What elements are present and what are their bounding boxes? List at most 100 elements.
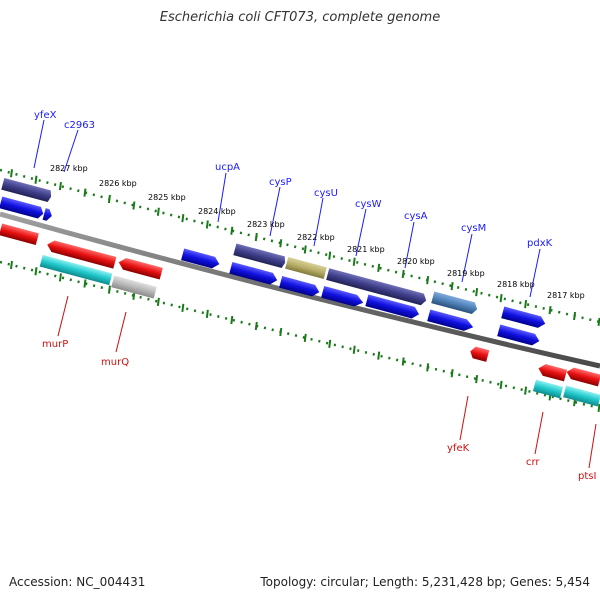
scale-tick (475, 288, 479, 297)
gene-label-cysW[interactable]: cysW (355, 199, 382, 210)
scale-tick (377, 351, 381, 360)
gene-label-ucpA[interactable]: ucpA (215, 162, 240, 173)
gene-crr-rev[interactable] (537, 363, 568, 382)
scale-tick (83, 188, 87, 197)
gene-label-pdxK[interactable]: pdxK (527, 238, 553, 249)
gene-cysM-cds[interactable] (427, 309, 475, 333)
gene-pdxK[interactable] (501, 306, 547, 330)
scale-tick (450, 369, 454, 378)
scale-label: 2819 kbp (447, 269, 485, 278)
scale-label: 2825 kbp (148, 193, 186, 202)
gene-yfeK[interactable] (469, 346, 490, 362)
scale-tick (181, 214, 185, 223)
gene-ucpA[interactable] (181, 248, 221, 270)
gene-cysP[interactable] (233, 243, 286, 269)
scale-tick (279, 239, 283, 248)
scale-label: 2818 kbp (497, 280, 535, 289)
accession-text: Accession: NC_004431 (9, 575, 146, 589)
gene-cysM[interactable] (431, 291, 479, 315)
gene-pdxK-cds[interactable] (497, 324, 541, 347)
gene-cysA[interactable] (365, 294, 420, 320)
gene-label-cysA[interactable]: cysA (404, 211, 428, 222)
scale-label: 2821 kbp (347, 245, 385, 254)
gene-label-c2963[interactable]: c2963 (64, 120, 95, 131)
scale-tick (156, 207, 160, 216)
gene-label-crr[interactable]: crr (526, 457, 540, 468)
gene-label-murQ[interactable]: murQ (101, 357, 129, 368)
gene-label-cysM[interactable]: cysM (461, 223, 486, 234)
gene-cysW[interactable] (326, 268, 428, 306)
scale-tick (328, 339, 332, 348)
gene-reverse-upstream[interactable] (46, 239, 117, 269)
scale-tick (10, 260, 13, 270)
scale-tick (83, 279, 87, 288)
scale-tick (499, 294, 503, 303)
scale-tick (524, 300, 528, 309)
gene-reverse-left[interactable] (0, 223, 39, 245)
scale-tick (279, 327, 283, 337)
gene-cysU-cds[interactable] (279, 276, 321, 298)
scale-tick (230, 315, 234, 325)
scale-tick (401, 357, 405, 366)
gene-murP[interactable] (39, 254, 113, 286)
forward-genes (0, 177, 547, 347)
gene-cysW-cds[interactable] (321, 286, 365, 308)
gene-label-murP[interactable]: murP (42, 339, 68, 350)
gene-label-yfeX[interactable]: yfeX (34, 110, 57, 121)
gene-ptsI[interactable] (563, 385, 600, 407)
scale-tick (352, 257, 356, 266)
scale-tick (107, 285, 111, 294)
forward-leader-lines (33, 119, 541, 298)
scale-tick (303, 333, 307, 343)
gene-murQ[interactable] (111, 275, 157, 299)
topology-text: Topology: circular; Length: 5,231,428 bp… (260, 575, 590, 589)
scale-tick (426, 363, 430, 372)
gene-small-arrow[interactable] (42, 208, 54, 222)
gene-label-cysP[interactable]: cysP (269, 177, 292, 188)
scale-tick (573, 311, 577, 321)
scale-tick (230, 226, 234, 235)
gene-yfeX[interactable] (1, 177, 52, 203)
genome-backbone (0, 211, 600, 369)
scale-line-outer (0, 168, 600, 324)
scale-label: 2817 kbp (547, 291, 585, 300)
scale-tick (548, 305, 552, 315)
scale-tick (450, 282, 454, 291)
gene-murQ-rev[interactable] (117, 257, 163, 280)
scale-labels: 2827 kbp 2826 kbp 2825 kbp 2824 kbp 2823… (50, 164, 585, 300)
gene-cysU[interactable] (285, 257, 327, 279)
reverse-gene-labels: murP murQ yfeK crr ptsI (42, 339, 596, 482)
scale-tick (205, 220, 209, 229)
scale-tick (156, 297, 160, 306)
scale-tick (58, 182, 62, 191)
scale-tick (107, 194, 111, 204)
scale-tick (10, 169, 13, 178)
scale-tick (34, 267, 38, 276)
gene-label-ptsI[interactable]: ptsI (578, 471, 596, 482)
scale-tick (597, 317, 600, 327)
gene-crr[interactable] (532, 379, 564, 399)
scale-label: 2824 kbp (198, 207, 236, 216)
scale-tick (58, 273, 62, 282)
scale-tick (205, 309, 209, 319)
reverse-genes (0, 223, 600, 407)
scale-tick (254, 321, 258, 331)
scale-ticks (10, 169, 600, 413)
scale-tick (499, 380, 503, 390)
scale-tick (254, 232, 258, 242)
forward-gene-labels: yfeX c2963 ucpA cysP cysU cysW cysA cysM… (34, 110, 553, 249)
scale-tick (401, 269, 405, 279)
reverse-leader-lines (57, 295, 597, 469)
gene-label-cysU[interactable]: cysU (314, 188, 338, 199)
gene-c2963[interactable] (0, 196, 45, 220)
scale-tick (328, 251, 332, 260)
scale-tick (597, 403, 600, 413)
scale-tick (181, 303, 185, 313)
scale-label: 2822 kbp (297, 233, 335, 242)
scale-tick (132, 201, 136, 210)
gene-label-yfeK[interactable]: yfeK (447, 443, 470, 454)
gene-cysP-cds[interactable] (229, 261, 278, 286)
scale-label: 2820 kbp (397, 257, 435, 266)
gene-ptsI-rev[interactable] (565, 366, 600, 387)
